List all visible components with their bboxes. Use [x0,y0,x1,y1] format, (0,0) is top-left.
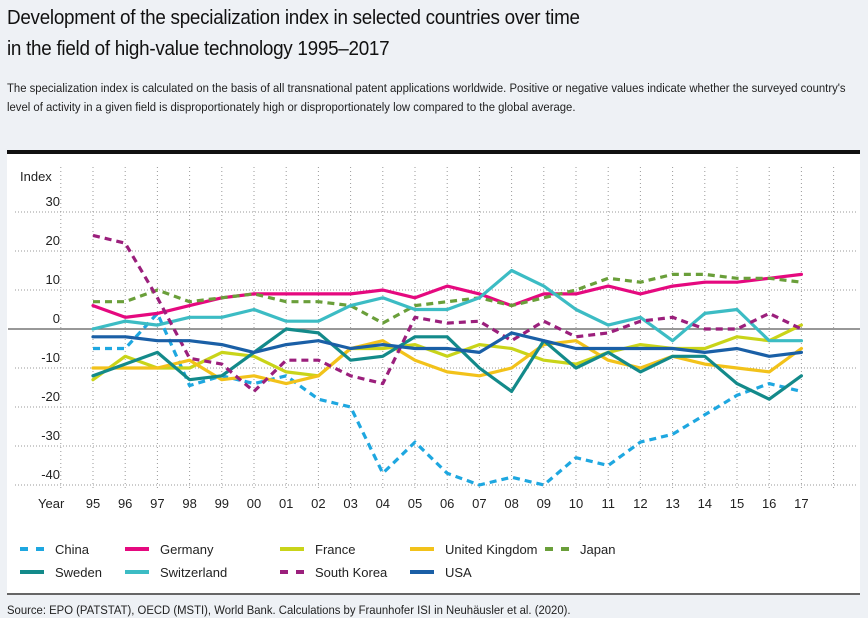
x-tick-label: 97 [150,496,164,511]
series-line-usa [91,331,804,358]
y-tick-label: 30 [46,194,60,209]
x-tick-label: 96 [118,496,132,511]
y-tick-label: 0 [53,311,60,326]
x-axis-ticks: 95 96 97 98 99 00 01 02 03 04 05 06 07 08 09 10 11 12 13 14… [86,496,809,511]
legend-swatch-china [20,547,44,551]
x-tick-label: 05 [408,496,422,511]
x-tick-label: 01 [279,496,293,511]
y-tick-label: -20 [41,389,60,404]
legend-label: Japan [580,541,616,557]
x-tick-label: 16 [762,496,776,511]
legend-swatch-france [280,547,304,551]
legend-item-china: China [20,540,89,558]
x-tick-label: 07 [472,496,486,511]
legend-item-japan: Japan [545,540,615,558]
x-tick-label: 02 [311,496,325,511]
x-tick-label: 04 [376,496,390,511]
y-tick-label: -10 [41,350,60,365]
legend-item-germany: Germany [125,540,213,558]
y-axis-ticks: 30 20 10 0 -10 -20 -30 -40 [41,194,60,482]
chart-title-line-2: in the field of high-value technology 19… [7,37,390,60]
legend-item-sweden: Sweden [20,563,102,581]
x-tick-label: 14 [698,496,712,511]
x-axis-label: Year [38,496,65,511]
legend-swatch-united-kingdom [410,547,434,551]
legend-label: South Korea [315,564,388,580]
legend-label: China [55,541,89,557]
x-tick-label: 00 [247,496,261,511]
chart-description: The specialization index is calculated o… [7,81,846,114]
x-tick-label: 99 [215,496,229,511]
x-tick-label: 13 [665,496,679,511]
chart-title-line-1: Development of the specialization index … [7,6,580,29]
legend-swatch-japan [545,547,569,551]
chart-title: Development of the specialization index … [7,2,789,64]
legend-label: France [315,541,356,557]
legend-label: Germany [160,541,214,557]
legend-item-united-kingdom: United Kingdom [410,540,538,558]
legend-swatch-switzerland [125,570,149,574]
x-tick-label: 08 [504,496,518,511]
y-tick-label: -40 [41,467,60,482]
legend-item-switzerland: Switzerland [125,563,227,581]
legend-item-france: France [280,540,355,558]
x-tick-label: 95 [86,496,100,511]
series-lines [91,233,804,487]
x-tick-label: 98 [182,496,196,511]
source-note: Source: EPO (PATSTAT), OECD (MSTI), Worl… [7,603,571,617]
legend-item-usa: USA [410,563,472,581]
series-line-japan [93,272,802,325]
y-tick-label: 10 [46,272,60,287]
x-tick-label: 06 [440,496,454,511]
x-tick-label: 10 [569,496,583,511]
legend-label: United Kingdom [445,541,538,557]
series-line-united-kingdom [91,339,804,386]
legend-label: Switzerland [160,564,228,580]
y-axis-label: Index [20,169,52,184]
y-tick-label: -30 [41,428,60,443]
x-tick-label: 15 [730,496,744,511]
legend-swatch-south-korea [280,570,304,574]
series-line-south-korea [92,233,803,393]
y-tick-label: 20 [46,233,60,248]
legend-label: USA [445,564,472,580]
series-line-switzerland [91,268,804,343]
x-tick-label: 12 [633,496,647,511]
x-tick-label: 09 [537,496,551,511]
x-tick-label: 11 [601,496,615,511]
legend-swatch-usa [410,570,434,574]
x-tick-label: 03 [343,496,357,511]
legend-label: Sweden [55,564,102,580]
x-tick-label: 17 [794,496,808,511]
legend-swatch-sweden [20,570,44,574]
chart-legend: China Germany France United Kingdom Japan Swe… [20,540,840,584]
legend-item-south-korea: South Korea [280,563,387,581]
series-line-china [93,311,802,487]
series-line-sweden [91,327,804,401]
legend-swatch-germany [125,547,149,551]
chart-panel [7,150,860,595]
